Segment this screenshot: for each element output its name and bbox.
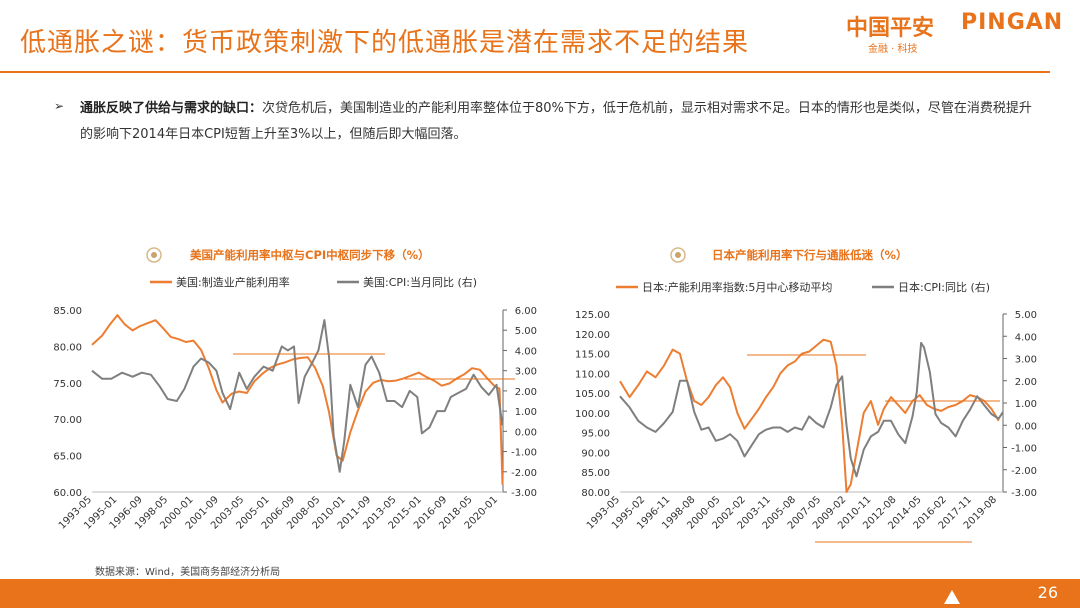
left-tick-label: 75.00 bbox=[53, 379, 82, 390]
header-divider bbox=[0, 71, 1050, 73]
series-line-1 bbox=[91, 314, 504, 485]
right-tick-label: 2.00 bbox=[515, 387, 537, 398]
title-bullet-icon bbox=[146, 247, 162, 263]
left-tick-label: 105.00 bbox=[575, 389, 610, 400]
summary-lead: 通胀反映了供给与需求的缺口： bbox=[80, 101, 263, 116]
right-tick-label: 1.00 bbox=[515, 407, 537, 418]
right-tick-label: 5.00 bbox=[1015, 310, 1037, 321]
us-chart: 美国产能利用率中枢与CPI中枢同步下移（%） 美国:制造业产能利用率 美国:CPI:… bbox=[53, 247, 537, 532]
summary-text: 次贷危机后，美国制造业的产能利用率整体位于80%下方，低于危机前，显示相对需求不… bbox=[80, 101, 1032, 142]
right-tick-label: 2.00 bbox=[1015, 377, 1037, 388]
japan-chart: 日本产能利用率下行与通胀低迷（%） 日本:产能利用率指数:5月中心移动平均 日本:C… bbox=[575, 247, 1037, 543]
right-tick-label: 6.00 bbox=[515, 306, 537, 317]
legend-label-2: 美国:CPI:当月同比 (右) bbox=[363, 275, 477, 289]
left-tick-label: 60.00 bbox=[53, 488, 82, 499]
right-tick-label: 3.00 bbox=[1015, 355, 1037, 366]
right-tick-label: -2.00 bbox=[511, 468, 537, 479]
summary-paragraph: 通胀反映了供给与需求的缺口：次贷危机后，美国制造业的产能利用率整体位于80%下方… bbox=[80, 96, 1035, 148]
chart-title: 日本产能利用率下行与通胀低迷（%） bbox=[712, 248, 908, 262]
left-tick-label: 125.00 bbox=[575, 310, 610, 321]
left-tick-label: 80.00 bbox=[53, 342, 82, 353]
pingan-logo-en: PINGAN bbox=[961, 10, 1064, 35]
right-tick-label: -1.00 bbox=[511, 448, 537, 459]
left-tick-label: 110.00 bbox=[575, 369, 610, 380]
footer-bar: 26 bbox=[0, 579, 1080, 608]
right-tick-label: 4.00 bbox=[515, 346, 537, 357]
right-tick-label: 5.00 bbox=[515, 326, 537, 337]
left-tick-label: 70.00 bbox=[53, 415, 82, 426]
left-tick-label: 90.00 bbox=[581, 448, 610, 459]
title-bullet-icon-dot bbox=[151, 252, 157, 258]
chart-title: 美国产能利用率中枢与CPI中枢同步下移（%） bbox=[190, 248, 430, 262]
right-tick-label: -2.00 bbox=[1011, 466, 1037, 477]
right-tick-label: 0.00 bbox=[515, 427, 537, 438]
right-tick-label: -3.00 bbox=[511, 488, 537, 499]
right-tick-label: -3.00 bbox=[1011, 488, 1037, 499]
pingan-logo-sub: 金融 · 科技 bbox=[868, 44, 918, 55]
left-tick-label: 85.00 bbox=[581, 468, 610, 479]
data-source: 数据来源：Wind，美国商务部经济分析局 bbox=[95, 567, 281, 578]
legend-label-2: 日本:CPI:同比 (右) bbox=[898, 280, 990, 294]
right-tick-label: 0.00 bbox=[1015, 421, 1037, 432]
pingan-logo-cn: 中国平安 bbox=[846, 16, 935, 41]
left-tick-label: 120.00 bbox=[575, 330, 610, 341]
bullet-arrow-icon: ➢ bbox=[54, 99, 65, 113]
right-tick-label: 3.00 bbox=[515, 367, 537, 378]
page-title: 低通胀之谜：货币政策刺激下的低通胀是潜在需求不足的结果 bbox=[20, 28, 750, 58]
right-tick-label: -1.00 bbox=[1011, 444, 1037, 455]
left-tick-label: 65.00 bbox=[53, 452, 82, 463]
left-tick-label: 100.00 bbox=[575, 409, 610, 420]
left-tick-label: 115.00 bbox=[575, 350, 610, 361]
left-tick-label: 95.00 bbox=[581, 429, 610, 440]
legend-label-1: 日本:产能利用率指数:5月中心移动平均 bbox=[642, 280, 832, 294]
title-bullet-icon bbox=[670, 247, 686, 263]
legend-label-1: 美国:制造业产能利用率 bbox=[176, 275, 290, 289]
left-tick-label: 85.00 bbox=[53, 306, 82, 317]
page-number: 26 bbox=[1037, 583, 1058, 602]
right-tick-label: 1.00 bbox=[1015, 399, 1037, 410]
title-bullet-icon-dot bbox=[675, 252, 681, 258]
series-line-2 bbox=[91, 319, 504, 473]
left-tick-label: 80.00 bbox=[581, 488, 610, 499]
series-line-2 bbox=[619, 341, 1004, 478]
footer-triangle-icon bbox=[944, 590, 960, 604]
right-tick-label: 4.00 bbox=[1015, 332, 1037, 343]
